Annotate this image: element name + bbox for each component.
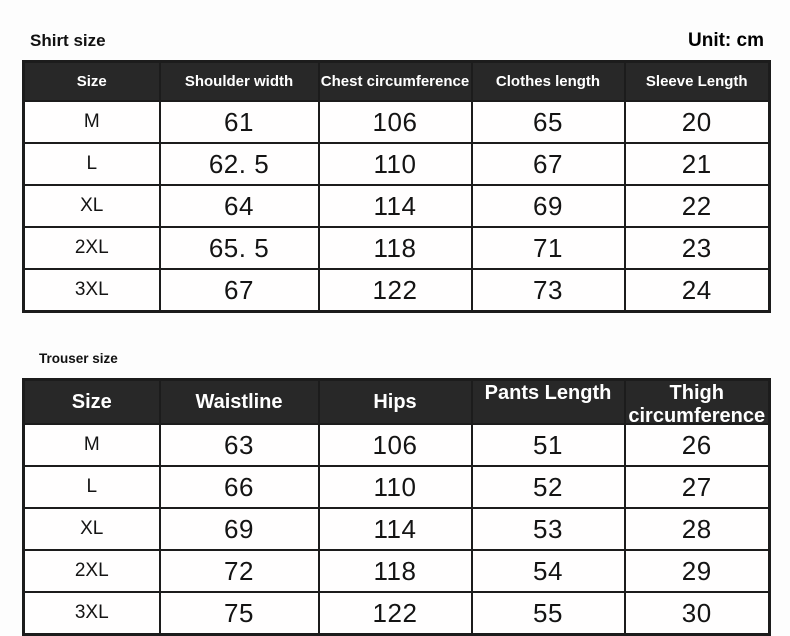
trouser-table-row: 3XL 75 122 55 30 [22, 591, 771, 636]
shirt-table-row: M 61 106 65 20 [22, 100, 771, 144]
size-value-cell: 71 [470, 226, 626, 270]
size-value-cell: 61 [158, 100, 320, 144]
row-size-label: 3XL [22, 268, 161, 313]
shirt-table-row: XL 64 114 69 22 [22, 184, 771, 228]
size-value-cell: 22 [623, 184, 771, 228]
size-value-cell: 110 [317, 465, 473, 509]
size-value-cell: 122 [317, 591, 473, 636]
size-value-cell: 67 [158, 268, 320, 313]
size-value-cell: 106 [317, 100, 473, 144]
size-value-cell: 75 [158, 591, 320, 636]
size-value-cell: 122 [317, 268, 473, 313]
size-value-cell: 27 [623, 465, 771, 509]
size-value-cell: 69 [158, 507, 320, 551]
size-value-cell: 110 [317, 142, 473, 186]
size-value-cell: 106 [317, 423, 473, 467]
size-value-cell: 72 [158, 549, 320, 593]
shirt-table-row: L 62. 5 110 67 21 [22, 142, 771, 186]
row-size-label: M [22, 423, 161, 467]
row-size-label: 2XL [22, 226, 161, 270]
column-header-pants-length: Pants Length [470, 378, 626, 425]
size-value-cell: 30 [623, 591, 771, 636]
unit-label: Unit: cm [688, 30, 764, 51]
trouser-table-row: XL 69 114 53 28 [22, 507, 771, 551]
row-size-label: XL [22, 184, 161, 228]
column-header-thigh-circumference: Thigh circumference [623, 378, 771, 425]
trouser-table-row: L 66 110 52 27 [22, 465, 771, 509]
size-value-cell: 20 [623, 100, 771, 144]
row-size-label: L [22, 142, 161, 186]
size-value-cell: 118 [317, 549, 473, 593]
column-header-sleeve-length: Sleeve Length [623, 60, 771, 102]
trouser-header-row: Size Waistline Hips Pants Length Thigh circu… [22, 378, 771, 425]
size-value-cell: 65 [470, 100, 626, 144]
size-value-cell: 51 [470, 423, 626, 467]
trouser-size-table: Size Waistline Hips Pants Length Thigh circu… [22, 378, 771, 636]
size-value-cell: 114 [317, 184, 473, 228]
size-value-cell: 24 [623, 268, 771, 313]
size-value-cell: 54 [470, 549, 626, 593]
row-size-label: XL [22, 507, 161, 551]
shirt-header-row: Size Shoulder width Chest circumference Clo… [22, 60, 771, 102]
column-header-size: Size [22, 60, 161, 102]
size-value-cell: 63 [158, 423, 320, 467]
shirt-table-title: Shirt size [30, 31, 106, 50]
size-value-cell: 62. 5 [158, 142, 320, 186]
row-size-label: L [22, 465, 161, 509]
column-header-shoulder-width: Shoulder width [158, 60, 320, 102]
size-value-cell: 73 [470, 268, 626, 313]
size-value-cell: 114 [317, 507, 473, 551]
size-value-cell: 29 [623, 549, 771, 593]
size-value-cell: 28 [623, 507, 771, 551]
size-value-cell: 67 [470, 142, 626, 186]
size-value-cell: 23 [623, 226, 771, 270]
row-size-label: 2XL [22, 549, 161, 593]
row-size-label: 3XL [22, 591, 161, 636]
shirt-table-row: 2XL 65. 5 118 71 23 [22, 226, 771, 270]
size-value-cell: 66 [158, 465, 320, 509]
size-value-cell: 21 [623, 142, 771, 186]
column-header-hips: Hips [317, 378, 473, 425]
size-value-cell: 53 [470, 507, 626, 551]
column-header-size: Size [22, 378, 161, 425]
row-size-label: M [22, 100, 161, 144]
trouser-table-row: M 63 106 51 26 [22, 423, 771, 467]
size-value-cell: 52 [470, 465, 626, 509]
size-value-cell: 55 [470, 591, 626, 636]
size-value-cell: 118 [317, 226, 473, 270]
column-header-chest-circumference: Chest circumference [317, 60, 473, 102]
size-value-cell: 65. 5 [158, 226, 320, 270]
trouser-table-title: Trouser size [39, 351, 118, 366]
size-value-cell: 64 [158, 184, 320, 228]
size-value-cell: 69 [470, 184, 626, 228]
size-value-cell: 26 [623, 423, 771, 467]
shirt-size-table: Size Shoulder width Chest circumference Clo… [22, 60, 771, 313]
column-header-clothes-length: Clothes length [470, 60, 626, 102]
shirt-table-row: 3XL 67 122 73 24 [22, 268, 771, 313]
column-header-waistline: Waistline [158, 378, 320, 425]
trouser-table-row: 2XL 72 118 54 29 [22, 549, 771, 593]
